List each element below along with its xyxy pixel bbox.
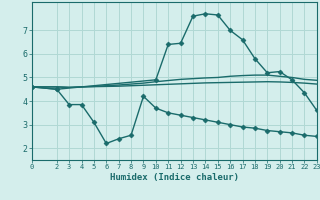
X-axis label: Humidex (Indice chaleur): Humidex (Indice chaleur) <box>110 173 239 182</box>
